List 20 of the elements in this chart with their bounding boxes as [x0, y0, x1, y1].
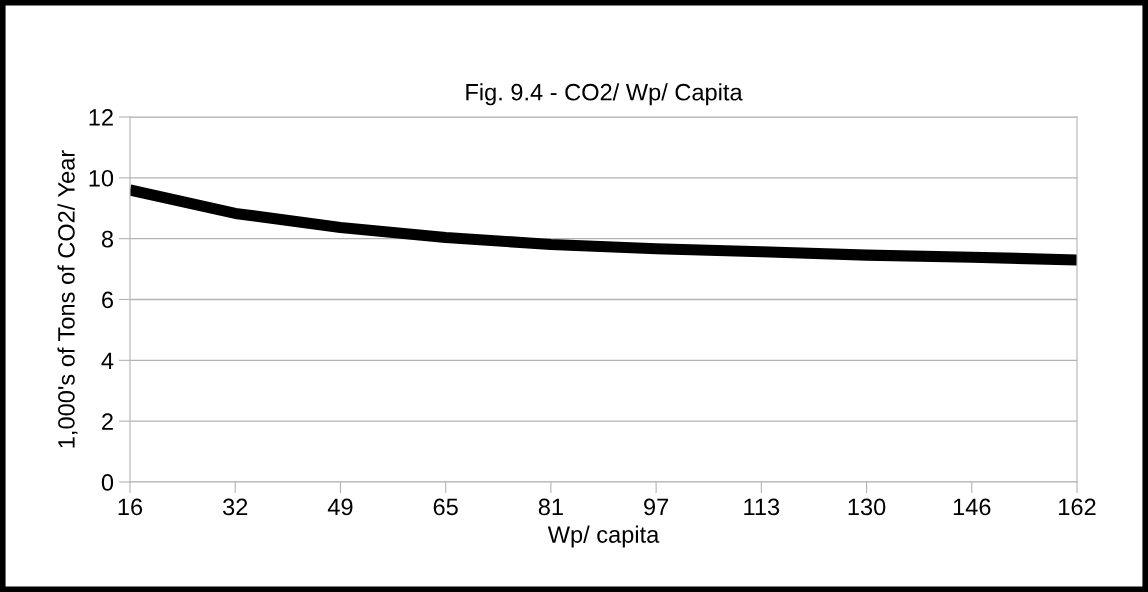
- y-tick-label: 12: [89, 109, 113, 126]
- x-tick-label: 97: [644, 498, 669, 516]
- x-tick-label: 81: [538, 498, 563, 516]
- y-tick-label: 0: [101, 474, 114, 491]
- x-tick-label: 162: [1059, 498, 1096, 516]
- y-tick-label: 4: [101, 352, 114, 369]
- x-tick-label: 16: [118, 498, 143, 516]
- y-axis-title: 1,000's of Tons of CO2/ Year: [57, 150, 78, 448]
- x-tick-label: 65: [433, 498, 458, 516]
- chart-title: Fig. 9.4 - CO2/ Wp/ Capita: [466, 83, 743, 106]
- x-tick-label: 146: [953, 498, 991, 516]
- x-tick-label: 49: [327, 498, 353, 516]
- x-axis-title: Wp/ capita: [547, 525, 660, 548]
- x-tick-label: 113: [744, 498, 780, 516]
- x-tick-label: 130: [848, 498, 886, 516]
- y-tick-label: 10: [89, 169, 114, 187]
- y-tick-label: 2: [102, 413, 113, 430]
- x-tick-label: 32: [222, 498, 248, 516]
- y-tick-label: 8: [101, 230, 113, 248]
- y-tick-label: 6: [102, 291, 113, 309]
